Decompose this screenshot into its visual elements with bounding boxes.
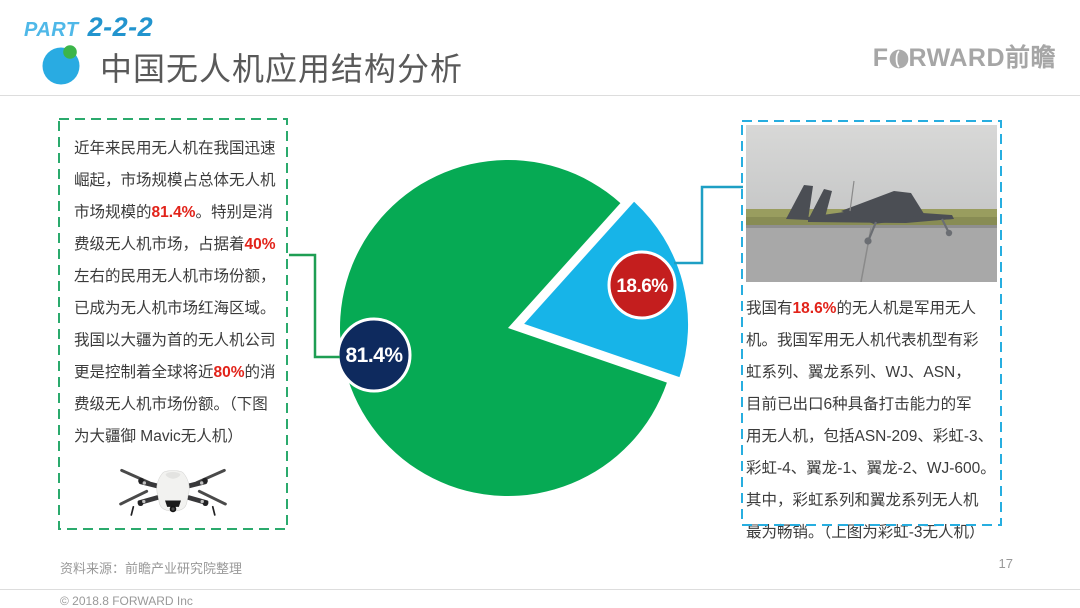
svg-text:18.6%: 18.6%: [616, 276, 668, 297]
svg-text:81.4%: 81.4%: [345, 344, 403, 367]
